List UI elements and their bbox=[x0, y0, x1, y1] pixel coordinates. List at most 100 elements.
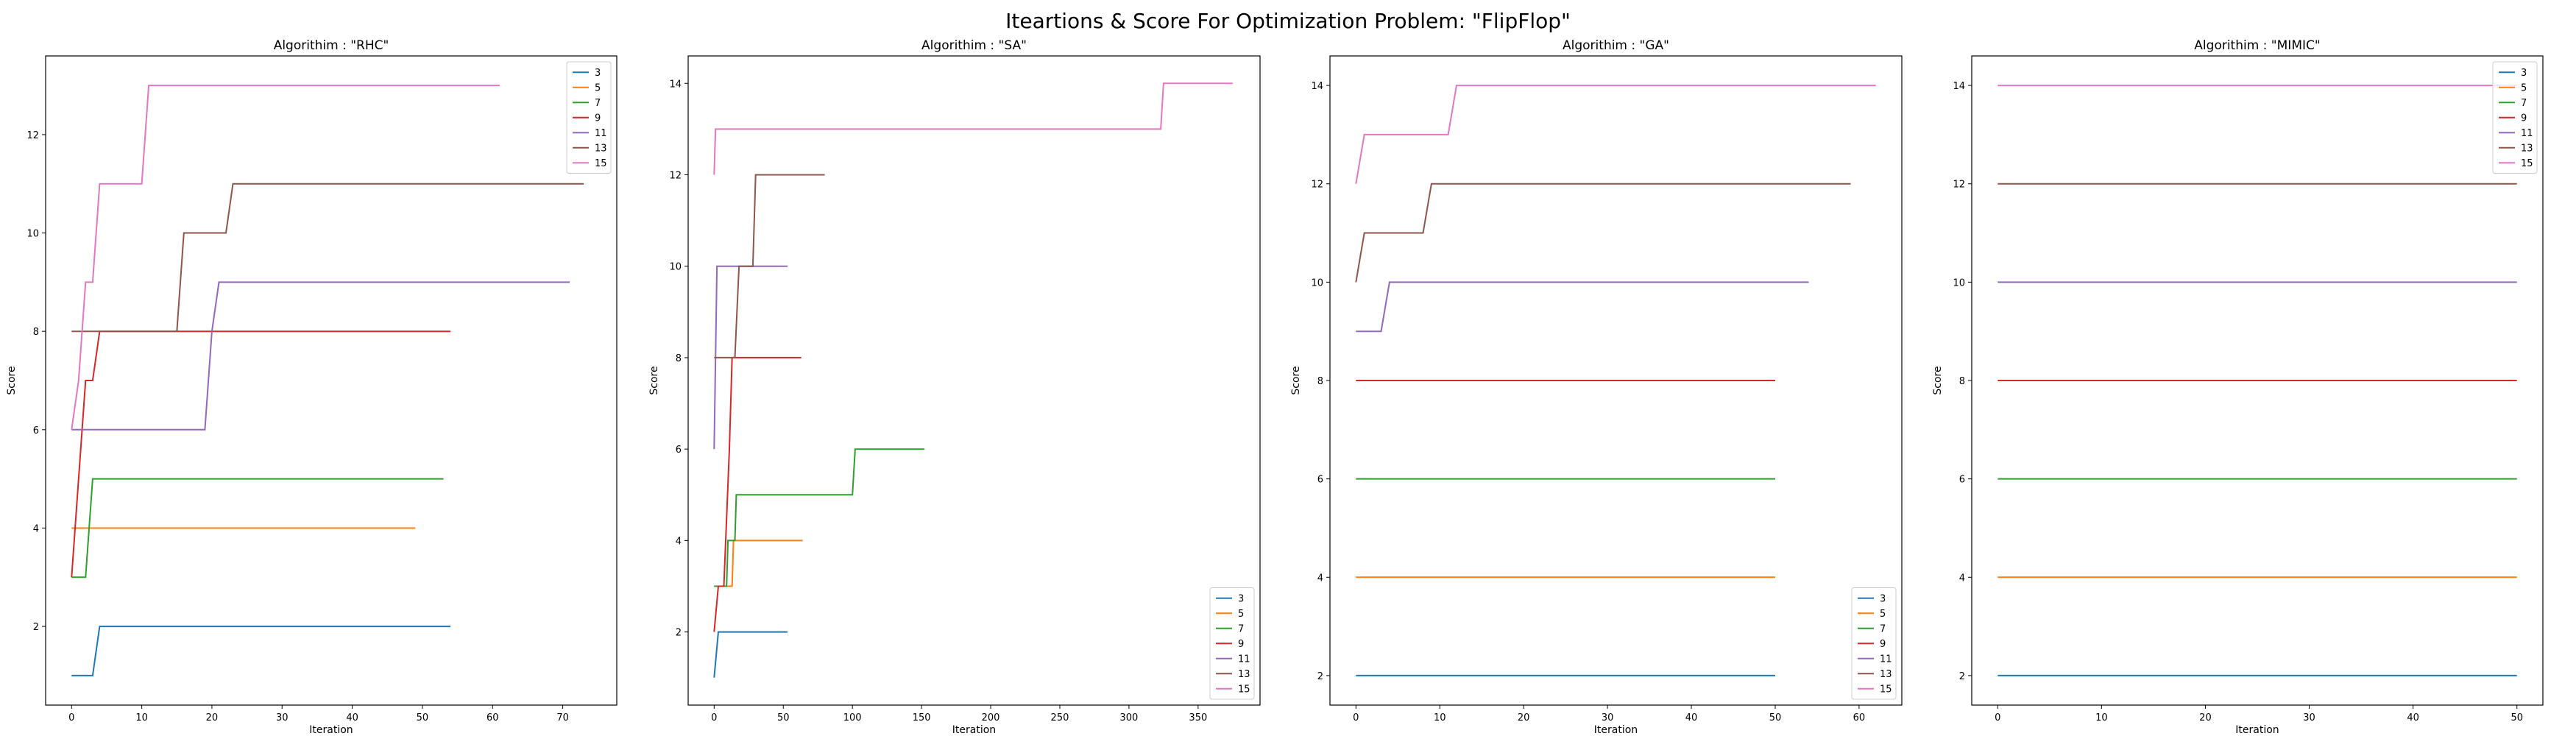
series-line-13 bbox=[71, 183, 584, 333]
series-line-13 bbox=[714, 174, 825, 358]
x-tick-label: 40 bbox=[1685, 712, 1698, 723]
x-tick-label: 50 bbox=[417, 712, 429, 723]
legend-label: 15 bbox=[2521, 158, 2533, 169]
y-tick-label: 4 bbox=[1959, 573, 1965, 584]
series-line-15 bbox=[71, 85, 500, 430]
series-line-15 bbox=[713, 82, 1233, 175]
legend-label: 7 bbox=[1880, 623, 1886, 634]
legend-label: 5 bbox=[595, 82, 601, 93]
x-tick-label: 50 bbox=[777, 712, 790, 723]
y-tick-label: 10 bbox=[26, 229, 39, 240]
x-tick-label: 20 bbox=[206, 712, 219, 723]
y-tick-label: 6 bbox=[33, 425, 39, 436]
x-axis-label: Iteration bbox=[952, 724, 996, 736]
x-tick-label: 350 bbox=[1189, 712, 1207, 723]
y-axis-label: Score bbox=[6, 366, 18, 394]
legend-label: 5 bbox=[1880, 609, 1886, 620]
x-tick-label: 30 bbox=[1602, 712, 1614, 723]
y-tick-label: 8 bbox=[676, 353, 682, 364]
legend-label: 3 bbox=[1880, 593, 1886, 604]
x-tick-label: 30 bbox=[276, 712, 289, 723]
legend-label: 9 bbox=[1238, 639, 1244, 650]
legend-label: 11 bbox=[1880, 654, 1892, 665]
legend-label: 7 bbox=[1238, 623, 1244, 634]
y-tick-label: 4 bbox=[33, 523, 39, 534]
legend-label: 3 bbox=[2521, 68, 2527, 79]
x-tick-label: 50 bbox=[1769, 712, 1782, 723]
axes-frame bbox=[45, 55, 618, 706]
y-tick-label: 12 bbox=[26, 130, 39, 141]
legend-label: 11 bbox=[595, 128, 607, 139]
y-tick-label: 8 bbox=[33, 327, 39, 338]
y-tick-label: 2 bbox=[1317, 671, 1323, 682]
legend-label: 11 bbox=[1238, 654, 1250, 665]
legend-label: 5 bbox=[1238, 609, 1244, 620]
x-tick-label: 70 bbox=[556, 712, 569, 723]
x-tick-label: 0 bbox=[711, 712, 717, 723]
legend-label: 5 bbox=[2521, 82, 2527, 93]
y-tick-label: 2 bbox=[1959, 671, 1965, 682]
series-line-13 bbox=[1355, 183, 1851, 283]
y-tick-label: 8 bbox=[1959, 376, 1965, 387]
legend-label: 11 bbox=[2521, 128, 2533, 139]
subplot-title: Algorithim : "RHC" bbox=[274, 38, 389, 53]
legend-label: 3 bbox=[595, 68, 601, 79]
x-tick-label: 0 bbox=[68, 712, 74, 723]
y-tick-label: 12 bbox=[1311, 180, 1323, 191]
y-tick-label: 2 bbox=[33, 622, 39, 633]
series-line-11 bbox=[71, 281, 570, 431]
y-tick-label: 12 bbox=[669, 170, 682, 181]
x-tick-label: 20 bbox=[1518, 712, 1530, 723]
series-line-15 bbox=[1355, 85, 1876, 184]
subplot-title: Algorithim : "SA" bbox=[921, 38, 1027, 53]
legend-label: 13 bbox=[595, 143, 607, 154]
legend-label: 9 bbox=[595, 113, 601, 124]
subplot-title: Algorithim : "GA" bbox=[1563, 38, 1669, 53]
x-tick-label: 10 bbox=[1434, 712, 1446, 723]
subplot-4: 0 10 20 30 40 50 2 4 6 8 10 12 14 Algorithim : "MIMIC… bbox=[1932, 38, 2544, 736]
y-tick-label: 6 bbox=[1317, 475, 1323, 486]
axes-frame bbox=[687, 55, 1261, 706]
series-line-11 bbox=[1356, 281, 1809, 333]
x-tick-label: 60 bbox=[486, 712, 499, 723]
legend-label: 9 bbox=[2521, 113, 2527, 124]
legend-label: 3 bbox=[1238, 593, 1244, 604]
series-line-3 bbox=[713, 631, 788, 678]
x-axis-label: Iteration bbox=[2235, 724, 2279, 736]
y-tick-label: 4 bbox=[1317, 573, 1323, 584]
y-tick-label: 6 bbox=[1959, 475, 1965, 486]
x-tick-label: 150 bbox=[913, 712, 931, 723]
series-line-9 bbox=[71, 330, 451, 578]
series-line-7 bbox=[71, 478, 444, 578]
legend-label: 7 bbox=[595, 98, 601, 109]
x-tick-label: 200 bbox=[982, 712, 1000, 723]
subplot-2: 0 50 100 150 200 250 300 350 2 4 6 8 10 12 14 Algorithi… bbox=[648, 38, 1261, 736]
y-tick-label: 6 bbox=[676, 445, 682, 456]
x-tick-label: 10 bbox=[2095, 712, 2108, 723]
legend-label: 13 bbox=[1238, 669, 1250, 680]
legend: 3 5 7 9 11 13 15 bbox=[1209, 587, 1255, 700]
legend-label: 15 bbox=[1238, 684, 1250, 695]
x-tick-label: 50 bbox=[2510, 712, 2523, 723]
x-tick-label: 100 bbox=[843, 712, 862, 723]
series-line-7 bbox=[714, 448, 924, 587]
y-tick-label: 10 bbox=[669, 262, 682, 273]
x-tick-label: 300 bbox=[1119, 712, 1138, 723]
x-axis-label: Iteration bbox=[1594, 724, 1638, 736]
series-line-9 bbox=[713, 356, 802, 632]
x-tick-label: 40 bbox=[2407, 712, 2419, 723]
legend-label: 13 bbox=[2521, 143, 2533, 154]
x-tick-label: 30 bbox=[2303, 712, 2315, 723]
legend-label: 7 bbox=[2521, 98, 2527, 109]
subplot-1: 0 10 20 30 40 50 60 70 2 4 6 8 10 12 Algorithim : "RHC… bbox=[6, 38, 618, 736]
y-tick-label: 14 bbox=[1953, 81, 1965, 92]
y-tick-label: 12 bbox=[1953, 180, 1965, 191]
subplot-3: 0 10 20 30 40 50 60 2 4 6 8 10 12 14 Algorithim : "GA"… bbox=[1290, 38, 1903, 736]
x-axis-label: Iteration bbox=[309, 724, 353, 736]
legend-label: 9 bbox=[1880, 639, 1886, 650]
y-tick-label: 4 bbox=[676, 536, 682, 547]
y-tick-label: 14 bbox=[1311, 81, 1323, 92]
plot-area bbox=[688, 56, 1260, 705]
